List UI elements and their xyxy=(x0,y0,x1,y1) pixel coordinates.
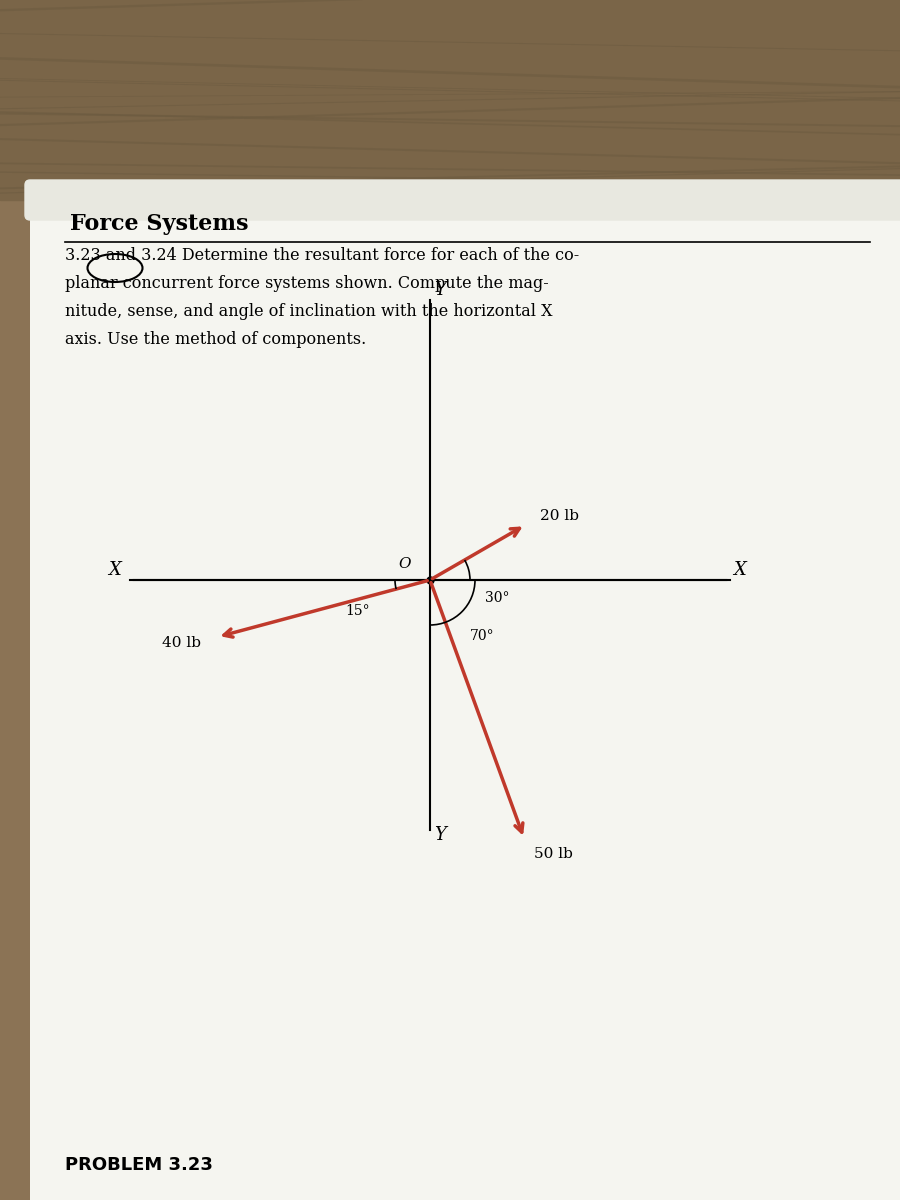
Text: 50 lb: 50 lb xyxy=(534,847,573,862)
FancyBboxPatch shape xyxy=(25,180,900,220)
Text: 30°: 30° xyxy=(485,590,509,605)
Text: 20 lb: 20 lb xyxy=(540,509,580,523)
Text: 40 lb: 40 lb xyxy=(163,636,202,650)
Text: Y: Y xyxy=(434,281,446,299)
Text: 70°: 70° xyxy=(470,629,495,643)
Text: axis. Use the method of components.: axis. Use the method of components. xyxy=(65,331,366,348)
Text: Y: Y xyxy=(434,826,446,844)
Text: planar concurrent force systems shown. Compute the mag-: planar concurrent force systems shown. C… xyxy=(65,275,549,292)
Text: 3.23 and 3.24 Determine the resultant force for each of the co-: 3.23 and 3.24 Determine the resultant fo… xyxy=(65,247,580,264)
Text: X: X xyxy=(734,560,746,578)
Text: 15°: 15° xyxy=(345,604,370,618)
Text: nitude, sense, and angle of inclination with the horizontal X: nitude, sense, and angle of inclination … xyxy=(65,302,553,320)
Text: O: O xyxy=(399,557,411,571)
Text: Force Systems: Force Systems xyxy=(70,214,248,235)
Text: X: X xyxy=(109,560,122,578)
Bar xyxy=(0,0,900,200)
Bar xyxy=(30,185,900,1200)
Text: PROBLEM 3.23: PROBLEM 3.23 xyxy=(65,1156,213,1174)
